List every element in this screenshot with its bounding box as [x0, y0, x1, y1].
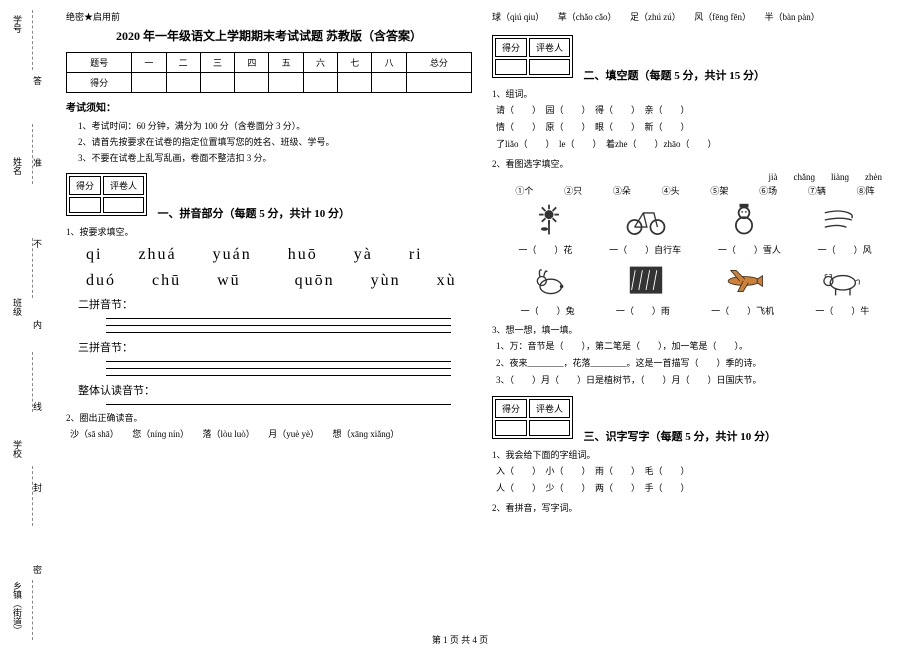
q1: 1、按要求填空。	[66, 225, 472, 238]
rabbit-icon	[525, 262, 573, 300]
notice-title: 考试须知：	[66, 99, 472, 114]
s2q1: 1、组词。	[492, 87, 898, 100]
margin-label: 姓名	[4, 157, 24, 175]
margin-label: 学号	[4, 15, 24, 33]
section-box: 得分评卷人	[492, 396, 573, 439]
margin-labels: 学号 姓名 班级 学校 乡镇（街道）	[4, 0, 24, 650]
pinyin-row: duó chū wū quōn yùn xù	[86, 266, 472, 290]
s3q2: 2、看拼音，写字词。	[492, 501, 898, 514]
q2: 2、圈出正确读音。	[66, 411, 472, 424]
s2q3: 3、想一想，填一填。	[492, 323, 898, 336]
exam-title: 2020 年一年级语文上学期期末考试试题 苏教版（含答案）	[66, 27, 472, 44]
section2-title: 二、填空题（每题 5 分，共计 15 分）	[584, 67, 766, 83]
score-table: 题号 一 二 三 四 五 六 七 八 总分 得分	[66, 52, 472, 93]
snowman-icon	[720, 201, 768, 239]
margin-label: 班级	[4, 298, 24, 316]
s3q1: 1、我会给下面的字组词。	[492, 448, 898, 461]
label-row-1: 一（ ）花 一（ ）自行车 一（ ）雪人 一（ ）风	[492, 243, 898, 256]
rain-icon	[622, 262, 670, 300]
left-column: 绝密★启用前 2020 年一年级语文上学期期末考试试题 苏教版（含答案） 题号 …	[56, 10, 482, 650]
wind-icon	[817, 201, 865, 239]
page-footer: 第 1 页 共 4 页	[0, 633, 920, 646]
bicycle-icon	[622, 201, 670, 239]
airplane-icon	[720, 262, 768, 300]
sunflower-icon	[525, 201, 573, 239]
margin-area: 学号 姓名 班级 学校 乡镇（街道） 答 准 不 内 线 封 密	[0, 0, 48, 650]
pinyin-row: qi zhuá yuán huō yà ri	[86, 240, 472, 264]
secret-label: 绝密★启用前	[66, 10, 472, 23]
cow-icon	[817, 262, 865, 300]
margin-inner: 答 准 不 内 线 封 密	[32, 0, 44, 650]
q2-line: 沙（sā shā） 您（nínɡ nín） 落（lòu luò） 月（yuè y…	[66, 426, 472, 443]
label-row-2: 一（ ）兔 一（ ）雨 一（ ）飞机 一（ ）牛	[492, 304, 898, 317]
section1-title: 一、拼音部分（每题 5 分，共计 10 分）	[158, 205, 351, 221]
notice-rules: 1、考试时间：60 分钟，满分为 100 分（含卷面分 3 分）。 2、请首先按…	[66, 118, 472, 167]
s2q2: 2、看图选字填空。	[492, 157, 898, 170]
sub3: 整体认读音节：	[78, 382, 472, 398]
section-box: 得分评卷人	[66, 173, 147, 216]
pinyin-top: jià chǎnɡ liànɡ zhèn	[492, 172, 898, 182]
section-box: 得分评卷人	[492, 35, 573, 78]
image-row-1	[492, 201, 898, 239]
right-column: 球（qiú qiu） 草（chǎo cǎo） 足（zhú zú） 风（fēnɡ …	[482, 10, 908, 650]
content: 绝密★启用前 2020 年一年级语文上学期期末考试试题 苏教版（含答案） 题号 …	[48, 0, 920, 650]
sub2: 三拼音节：	[78, 339, 472, 355]
right-top-line: 球（qiú qiu） 草（chǎo cǎo） 足（zhú zú） 风（fēnɡ …	[492, 10, 898, 23]
margin-label: 乡镇（街道）	[4, 581, 24, 635]
margin-label: 学校	[4, 440, 24, 458]
image-row-2	[492, 262, 898, 300]
sub1: 二拼音节：	[78, 296, 472, 312]
char-row: ①个 ②只 ③朵 ④头 ⑤架 ⑥场 ⑦辆 ⑧阵	[492, 184, 898, 197]
section3-title: 三、识字写字（每题 5 分，共计 10 分）	[584, 428, 777, 444]
